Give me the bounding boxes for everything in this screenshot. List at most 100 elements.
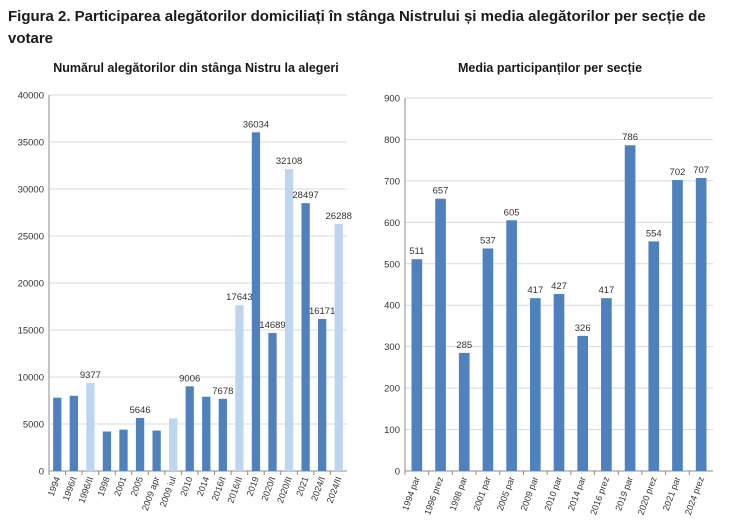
left-category-label: 1996/II bbox=[76, 475, 95, 504]
right-category-label: 2019 par bbox=[613, 475, 635, 512]
chart-avg-per-station: Media participanților per secție 0 100 200… bbox=[384, 61, 713, 516]
left-ytick-label: 20000 bbox=[18, 279, 44, 290]
chart-title-right: Media participanților per secție bbox=[458, 61, 642, 75]
right-data-label: 702 bbox=[670, 167, 686, 178]
left-category-label: 2016/II bbox=[225, 475, 244, 504]
left-data-label: 9377 bbox=[80, 370, 101, 381]
right-data-label: 657 bbox=[433, 186, 449, 197]
right-ytick-label: 900 bbox=[384, 94, 400, 105]
left-ytick-label: 25000 bbox=[18, 232, 44, 243]
left-data-label: 26288 bbox=[326, 211, 352, 222]
right-ytick-label: 500 bbox=[384, 259, 400, 270]
right-ytick-label: 700 bbox=[384, 176, 400, 187]
left-bar bbox=[102, 431, 112, 471]
left-category-label: 2010 bbox=[178, 475, 194, 497]
left-bar bbox=[334, 223, 343, 471]
left-data-label: 16171 bbox=[309, 306, 335, 317]
right-bar bbox=[411, 259, 423, 471]
left-data-label: 14689 bbox=[259, 320, 285, 331]
right-ytick-label: 600 bbox=[384, 218, 400, 229]
right-ytick-label: 800 bbox=[384, 135, 400, 146]
left-category-label: 2024/I bbox=[309, 475, 327, 502]
left-category-label: 1996/I bbox=[61, 475, 79, 502]
left-category-label: 2014 bbox=[195, 475, 211, 497]
right-bar bbox=[506, 220, 517, 471]
left-category-label: 2005 bbox=[129, 475, 145, 497]
right-data-label: 605 bbox=[504, 207, 520, 218]
right-data-label: 707 bbox=[693, 165, 709, 176]
left-category-label: 2021 bbox=[294, 475, 310, 497]
left-category-label: 2001 bbox=[112, 475, 128, 497]
right-bar bbox=[529, 298, 541, 471]
left-bar bbox=[69, 395, 78, 471]
left-data-label: 28497 bbox=[292, 190, 318, 201]
right-bar bbox=[601, 298, 612, 471]
right-data-label: 554 bbox=[646, 228, 662, 239]
left-category-label: 2019 bbox=[245, 475, 261, 497]
left-bar bbox=[185, 386, 194, 471]
right-category-label: 2021 par bbox=[661, 475, 683, 512]
left-bar bbox=[53, 397, 62, 471]
left-category-label: 2020/I bbox=[259, 475, 277, 502]
right-ytick-label: 400 bbox=[384, 301, 400, 312]
right-bar bbox=[672, 180, 683, 471]
left-ytick-label: 15000 bbox=[18, 326, 44, 337]
right-bar bbox=[648, 241, 660, 471]
left-ytick-label: 30000 bbox=[18, 185, 44, 196]
left-bar bbox=[169, 418, 178, 471]
left-bar bbox=[135, 417, 145, 471]
right-ytick-label: 100 bbox=[384, 425, 400, 436]
right-ytick-label: 300 bbox=[384, 342, 400, 353]
left-ytick-label: 5000 bbox=[23, 420, 44, 431]
left-bar bbox=[152, 430, 161, 471]
left-ytick-label: 0 bbox=[39, 467, 44, 478]
left-category-label: 2020/II bbox=[275, 475, 294, 504]
right-data-label: 285 bbox=[456, 340, 472, 351]
left-bar bbox=[235, 305, 244, 471]
left-bar bbox=[268, 332, 277, 471]
right-ytick-label: 0 bbox=[395, 467, 400, 478]
right-category-label: 2010 par bbox=[542, 475, 564, 512]
right-data-label: 417 bbox=[527, 285, 543, 296]
right-category-label: 1998 par bbox=[448, 475, 470, 512]
left-bar bbox=[86, 382, 95, 471]
right-data-label: 786 bbox=[622, 132, 638, 143]
left-bar bbox=[119, 429, 128, 471]
left-bar bbox=[301, 203, 310, 471]
left-data-label: 7678 bbox=[212, 386, 233, 397]
left-data-label: 9006 bbox=[179, 373, 200, 384]
left-ytick-label: 10000 bbox=[18, 373, 44, 384]
right-category-label: 2005 par bbox=[495, 475, 517, 512]
left-data-label: 36034 bbox=[243, 119, 269, 130]
left-bar bbox=[318, 318, 327, 471]
left-data-label: 32108 bbox=[276, 156, 302, 167]
right-bar bbox=[695, 177, 707, 471]
right-category-label: 2001 par bbox=[471, 475, 493, 512]
left-bar bbox=[284, 169, 294, 471]
right-category-label: 1994 par bbox=[400, 475, 422, 512]
right-bar bbox=[458, 352, 470, 471]
left-category-label: 2016/I bbox=[210, 475, 228, 502]
figure-title: Figura 2. Participarea alegătorilor domi… bbox=[8, 8, 706, 47]
left-data-label: 5646 bbox=[129, 405, 150, 416]
right-category-label: 2014 par bbox=[566, 475, 588, 512]
left-bar bbox=[251, 132, 261, 471]
right-bar bbox=[482, 248, 494, 471]
left-category-label: 2024/II bbox=[325, 475, 344, 504]
right-category-label: 1996 prez bbox=[422, 475, 445, 517]
left-bar bbox=[202, 396, 211, 471]
right-data-label: 326 bbox=[575, 323, 591, 334]
left-ytick-label: 40000 bbox=[18, 91, 44, 102]
right-category-label: 2024 prez bbox=[683, 475, 706, 517]
left-bar bbox=[218, 398, 227, 471]
right-category-label: 2016 prez bbox=[588, 475, 611, 517]
left-category-label: 1998 bbox=[96, 475, 112, 497]
left-ytick-label: 35000 bbox=[18, 138, 44, 149]
chart-voters-count: Numărul alegătorilor din stânga Nistru l… bbox=[18, 61, 352, 512]
chart-title-left: Numărul alegătorilor din stânga Nistru l… bbox=[53, 61, 339, 75]
right-bar bbox=[553, 294, 565, 471]
right-category-label: 2009 par bbox=[519, 475, 541, 512]
left-data-label: 17643 bbox=[226, 292, 252, 303]
right-ytick-label: 200 bbox=[384, 384, 400, 395]
